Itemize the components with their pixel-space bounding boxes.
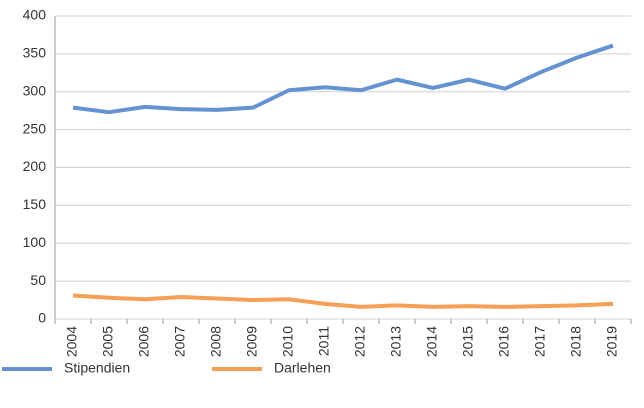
x-tick-label: 2009 — [244, 326, 260, 357]
x-tick-label: 2012 — [352, 326, 368, 357]
series-line — [72, 43, 614, 115]
y-tick-label: 250 — [23, 120, 47, 136]
x-tick-label: 2013 — [388, 326, 404, 357]
x-tick-label: 2005 — [100, 326, 116, 357]
x-tick-label: 2018 — [568, 326, 584, 357]
y-tick-label: 350 — [23, 45, 47, 61]
x-tick-label: 2017 — [532, 326, 548, 357]
legend-label: Darlehen — [274, 360, 331, 376]
x-tick-label: 2007 — [172, 326, 188, 357]
y-tick-label: 300 — [23, 82, 47, 98]
legend-label: Stipendien — [64, 360, 130, 376]
y-tick-label: 50 — [30, 272, 46, 288]
series-line — [72, 293, 614, 309]
x-tick-label: 2004 — [64, 326, 80, 357]
x-tick-label: 2010 — [280, 326, 296, 357]
y-tick-label: 400 — [23, 7, 47, 23]
x-tick-label: 2019 — [604, 326, 620, 357]
y-tick-label: 200 — [23, 158, 47, 174]
x-tick-label: 2014 — [424, 326, 440, 357]
x-tick-label: 2015 — [460, 326, 476, 357]
y-tick-label: 150 — [23, 196, 47, 212]
x-tick-label: 2016 — [496, 326, 512, 357]
y-tick-label: 100 — [23, 234, 47, 250]
x-tick-label: 2011 — [316, 326, 332, 356]
x-tick-label: 2008 — [208, 326, 224, 357]
x-tick-label: 2006 — [136, 326, 152, 357]
y-tick-label: 0 — [38, 310, 46, 326]
